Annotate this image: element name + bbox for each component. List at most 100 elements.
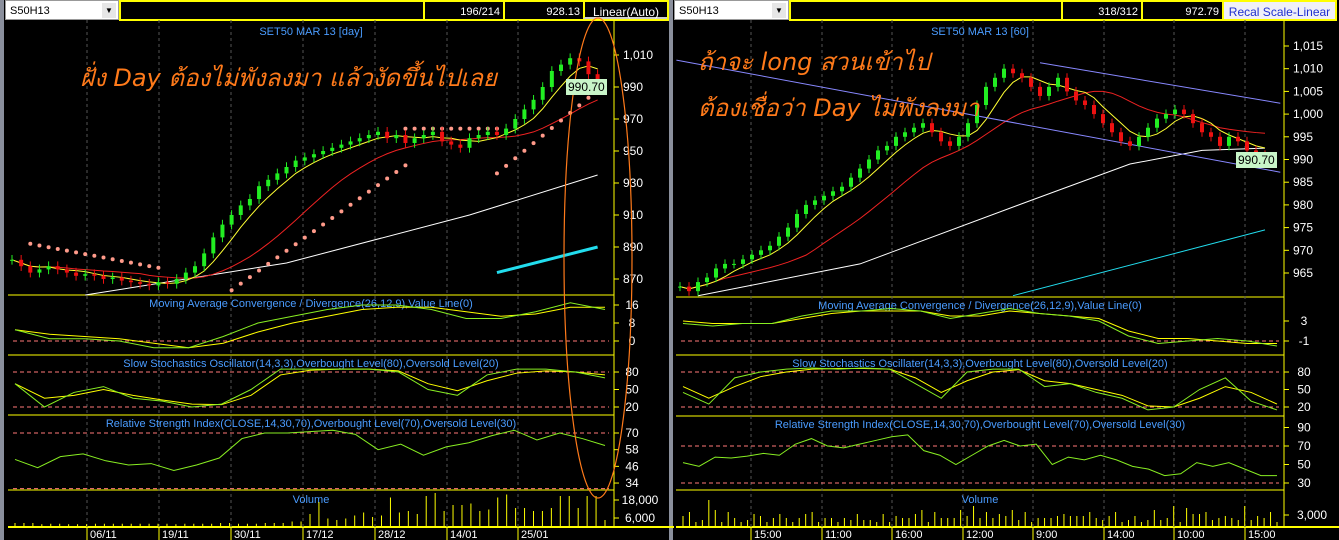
time-label: 14:00 (1107, 529, 1135, 540)
candle-body (119, 277, 124, 281)
price-tick-label: 990 (1293, 153, 1313, 167)
time-label: 17/12 (306, 529, 334, 540)
parabolic-sar-dot (156, 265, 161, 270)
parabolic-sar-dot (403, 126, 408, 131)
parabolic-sar-dot (559, 118, 563, 123)
stoch-d-line (14, 368, 606, 406)
candle-body (220, 224, 225, 238)
candle-body (1227, 136, 1231, 146)
macd-tick-label: 16 (625, 298, 639, 312)
chart-title: SET50 MAR 13 [day] (259, 26, 362, 38)
candle-body (10, 259, 14, 261)
candle-body (412, 138, 417, 143)
candle-body (1038, 86, 1042, 96)
candle-body (813, 200, 817, 205)
candle-body (458, 144, 463, 148)
stoch-tick-label: 50 (1297, 383, 1311, 397)
candle-body (912, 127, 916, 133)
parabolic-sar-dot (311, 229, 316, 234)
candle-body (1092, 105, 1096, 115)
stoch-title: Slow Stochastics Oscillater(14,3,3),Over… (792, 358, 1167, 370)
time-label: 16:00 (895, 529, 923, 540)
candle-body (348, 141, 353, 145)
right-info-bar: 318/312 972.79 Recal Scale-Linear (789, 0, 1337, 21)
candle-body (786, 227, 790, 237)
candle-body (939, 132, 943, 142)
stoch-tick-label: 20 (625, 400, 639, 414)
candle-body (1101, 114, 1105, 124)
rsi-tick-label: 58 (625, 443, 639, 457)
price-tick-label: 870 (623, 272, 643, 286)
candle-body (293, 160, 298, 167)
candle-body (504, 128, 509, 135)
price-tick-label: 975 (1293, 221, 1313, 235)
candle-body (266, 179, 271, 187)
candle-body (46, 266, 51, 270)
window-edge (0, 0, 4, 540)
candle-body (705, 277, 709, 283)
chevron-down-icon[interactable]: ▼ (772, 3, 786, 18)
rsi-tick-label: 90 (1297, 421, 1311, 435)
candle-body (687, 286, 691, 292)
candle-body (696, 282, 700, 292)
fast-moving-average-line (679, 76, 1266, 290)
parabolic-sar-dot (540, 133, 545, 138)
left-symbol-dropdown[interactable]: S50H13 ▼ (5, 0, 119, 20)
candle-body (193, 266, 197, 273)
candle-body (229, 215, 234, 225)
candle-body (1056, 77, 1060, 87)
macd-line (14, 302, 606, 349)
candle-body (867, 159, 871, 169)
parabolic-sar-dot (586, 95, 591, 100)
candle-body (957, 136, 961, 146)
mid-moving-average-line (11, 99, 598, 279)
candle-body (768, 245, 772, 251)
candle-body (211, 237, 216, 254)
candle-body (549, 71, 554, 87)
candle-body (559, 64, 563, 71)
candle-body (311, 154, 316, 158)
price-tick-label: 985 (1293, 175, 1313, 189)
candle-body (1155, 118, 1159, 128)
candle-body (849, 177, 853, 187)
parabolic-sar-dot (403, 163, 408, 168)
candle-body (930, 123, 934, 133)
candle-body (1137, 136, 1141, 146)
fast-moving-average-line (11, 65, 598, 284)
candle-body (831, 191, 835, 196)
chart-title: SET50 MAR 13 [60] (931, 26, 1029, 38)
parabolic-sar-dot (394, 169, 399, 174)
volume-title: Volume (293, 494, 330, 506)
parabolic-sar-dot (55, 246, 60, 251)
macd-tick-label: 8 (629, 316, 636, 330)
recal-scale-button[interactable]: Recal Scale-Linear (1222, 2, 1335, 19)
left-symbol-value: S50H13 (10, 5, 50, 17)
stoch-title: Slow Stochastics Oscillator(14,3,3),Over… (123, 358, 498, 370)
candle-body (1236, 136, 1240, 142)
price-tick-label: 1,000 (1293, 107, 1323, 121)
parabolic-sar-dot (339, 209, 344, 214)
candle-body (1074, 91, 1078, 101)
candle-body (876, 150, 880, 160)
candle-body (165, 282, 170, 284)
parabolic-sar-dot (366, 189, 371, 194)
price-tick-label: 930 (623, 176, 643, 190)
candle-body (1182, 109, 1186, 115)
left-info-bar: 196/214 928.13 Linear(Auto) (119, 0, 669, 21)
candle-body (247, 199, 252, 206)
candle-body (257, 186, 262, 199)
candle-body (966, 123, 970, 137)
left-last-price-label: 990.70 (566, 79, 607, 95)
candle-body (430, 131, 435, 135)
time-label: 30/11 (234, 529, 261, 540)
parabolic-sar-dot (74, 250, 79, 255)
left-scale-button[interactable]: Linear(Auto) (583, 2, 667, 19)
chevron-down-icon[interactable]: ▼ (102, 3, 116, 18)
panel-divider[interactable] (669, 0, 673, 540)
parabolic-sar-dot (266, 261, 271, 266)
right-symbol-dropdown[interactable]: S50H13 ▼ (674, 0, 789, 20)
parabolic-sar-dot (302, 235, 307, 240)
candle-body (19, 259, 24, 267)
candle-body (840, 186, 844, 192)
